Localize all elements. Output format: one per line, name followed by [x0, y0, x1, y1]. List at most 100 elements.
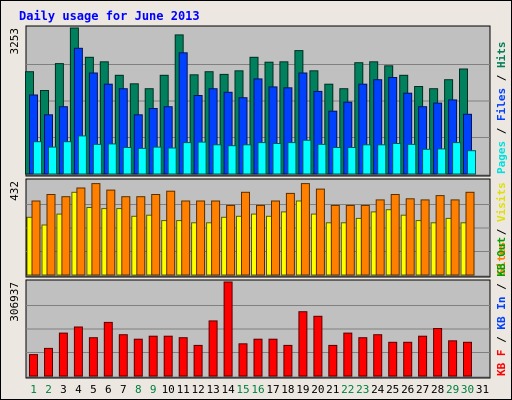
- panel-pages-files-hits: 3253 Pages / Files / Hits: [8, 25, 508, 177]
- bar: [181, 200, 191, 276]
- bar: [317, 143, 327, 175]
- bar: [392, 143, 402, 175]
- x-tick-label: 3: [60, 383, 67, 396]
- bar: [422, 148, 432, 175]
- bar: [92, 143, 102, 175]
- bar: [62, 141, 72, 175]
- bar: [330, 204, 340, 276]
- x-tick-label: 19: [296, 383, 309, 396]
- bar: [73, 326, 83, 377]
- bar: [151, 194, 161, 276]
- bar: [347, 147, 357, 175]
- x-tick-label: 9: [150, 383, 157, 396]
- bar: [407, 143, 417, 175]
- bar: [448, 340, 458, 377]
- legend-entry: KB In: [495, 297, 508, 330]
- bar: [227, 145, 237, 175]
- series-pages: [33, 135, 476, 175]
- legend-entry: KB Out: [495, 237, 508, 277]
- legend-entry: Pages: [495, 141, 508, 174]
- bar: [33, 141, 42, 175]
- legend-entry: Sites: [495, 242, 508, 275]
- bar: [136, 196, 146, 276]
- bar: [271, 200, 280, 276]
- bar: [390, 194, 400, 276]
- series-kb-f: [29, 281, 472, 377]
- bar: [223, 281, 233, 377]
- bar: [343, 332, 353, 377]
- series-files: [29, 47, 472, 175]
- bar: [257, 142, 267, 175]
- bar: [360, 204, 370, 276]
- bar: [152, 146, 162, 175]
- bar: [463, 341, 472, 377]
- x-tick-label: 8: [135, 383, 142, 396]
- legend-entry: /: [495, 330, 508, 350]
- bar: [465, 191, 475, 276]
- bar: [405, 198, 415, 276]
- bar: [242, 144, 252, 175]
- x-tick-label: 2: [45, 383, 52, 396]
- chart-title: Daily usage for June 2013: [19, 9, 200, 23]
- x-tick-label: 28: [431, 383, 444, 396]
- bar: [452, 142, 462, 175]
- bar: [377, 144, 387, 175]
- bar: [91, 183, 101, 276]
- x-tick-label: 22: [341, 383, 354, 396]
- x-tick-label: 20: [311, 383, 324, 396]
- bar: [103, 321, 113, 377]
- bar: [285, 192, 295, 276]
- bar: [31, 200, 41, 276]
- x-tick-label: 15: [236, 383, 249, 396]
- bar: [167, 147, 177, 175]
- x-tick-label: 1: [30, 383, 37, 396]
- bar: [58, 332, 68, 377]
- legend-entry: Visits: [495, 182, 508, 222]
- bar: [193, 344, 203, 377]
- bar: [137, 147, 147, 175]
- bar: [315, 188, 325, 276]
- y-max-label: 306937: [8, 282, 21, 322]
- bar: [302, 139, 312, 175]
- bar: [238, 343, 248, 377]
- bar: [182, 142, 192, 175]
- bar: [226, 204, 236, 276]
- bar: [287, 142, 297, 175]
- y-max-label: 3253: [8, 28, 21, 55]
- bar: [211, 200, 221, 276]
- bar: [122, 147, 132, 175]
- x-tick-label: 17: [266, 383, 279, 396]
- bar: [283, 344, 293, 377]
- bar: [268, 338, 278, 377]
- panel-legend: KB F / KB In / KB Out: [495, 237, 508, 376]
- bar: [298, 311, 308, 377]
- x-tick-label: 13: [206, 383, 219, 396]
- bar: [48, 146, 57, 175]
- x-tick-label: 12: [191, 383, 204, 396]
- bar: [29, 354, 38, 377]
- bar: [433, 328, 443, 377]
- legend-entry: KB F: [495, 350, 508, 377]
- bar: [300, 183, 310, 276]
- bar: [403, 341, 413, 377]
- panel-legend: Pages / Files / Hits: [495, 42, 508, 175]
- bar: [76, 187, 86, 276]
- x-tick-label: 21: [326, 383, 339, 396]
- series-sites: [31, 183, 475, 276]
- bar: [272, 143, 282, 175]
- bar: [166, 190, 176, 276]
- bar: [241, 191, 250, 276]
- x-tick-label: 6: [105, 383, 112, 396]
- bar: [373, 334, 383, 377]
- legend-entry: Hits: [495, 42, 508, 69]
- legend-entry: Files: [495, 88, 508, 121]
- x-tick-label: 26: [401, 383, 414, 396]
- bar: [437, 148, 447, 175]
- legend-entry: /: [495, 121, 508, 141]
- bar: [61, 196, 71, 276]
- bar: [46, 194, 56, 276]
- bar: [107, 143, 117, 175]
- bar: [313, 315, 323, 377]
- bar: [328, 344, 338, 377]
